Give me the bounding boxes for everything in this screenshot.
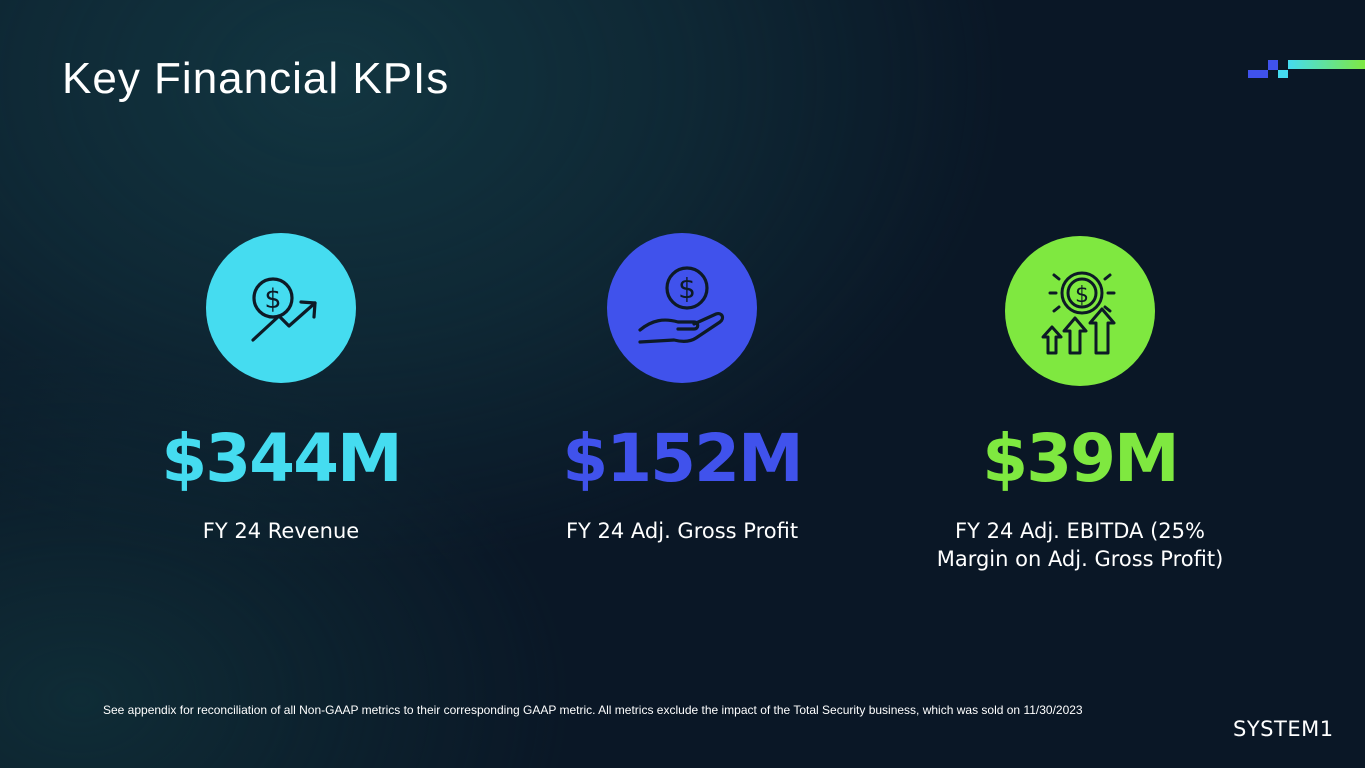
slide-title: Key Financial KPIs xyxy=(62,54,450,103)
kpi-gross-profit: $ $152M FY 24 Adj. Gross Profit xyxy=(502,233,862,545)
kpi-label-line: FY 24 Adj. EBITDA (25% xyxy=(955,519,1205,543)
footnote: See appendix for reconciliation of all N… xyxy=(103,703,1083,717)
kpi-label: FY 24 Adj. EBITDA (25% Margin on Adj. Gr… xyxy=(900,517,1260,573)
kpi-value: $344M xyxy=(161,420,402,497)
svg-text:$: $ xyxy=(678,272,696,305)
svg-text:$: $ xyxy=(1075,283,1089,308)
svg-text:$: $ xyxy=(264,284,281,315)
brand-pixel-mark xyxy=(1248,60,1365,78)
dollar-growth-arrow-icon: $ xyxy=(206,233,356,383)
kpi-label-line: Margin on Adj. Gross Profit) xyxy=(936,547,1224,571)
kpi-revenue: $ $344M FY 24 Revenue xyxy=(101,233,461,545)
kpi-label: FY 24 Revenue xyxy=(202,519,360,543)
kpi-value: $152M xyxy=(562,420,803,497)
dollar-coin-rising-arrows-icon: $ xyxy=(1005,236,1155,386)
kpi-value: $39M xyxy=(982,420,1179,497)
kpi-label: FY 24 Adj. Gross Profit xyxy=(565,519,799,543)
hand-holding-dollar-icon: $ xyxy=(607,233,757,383)
system1-logo: SYSTEM1 xyxy=(1233,717,1334,741)
kpi-ebitda: $ $39M FY 24 Adj. EBITDA (25% Margin on … xyxy=(900,236,1260,573)
